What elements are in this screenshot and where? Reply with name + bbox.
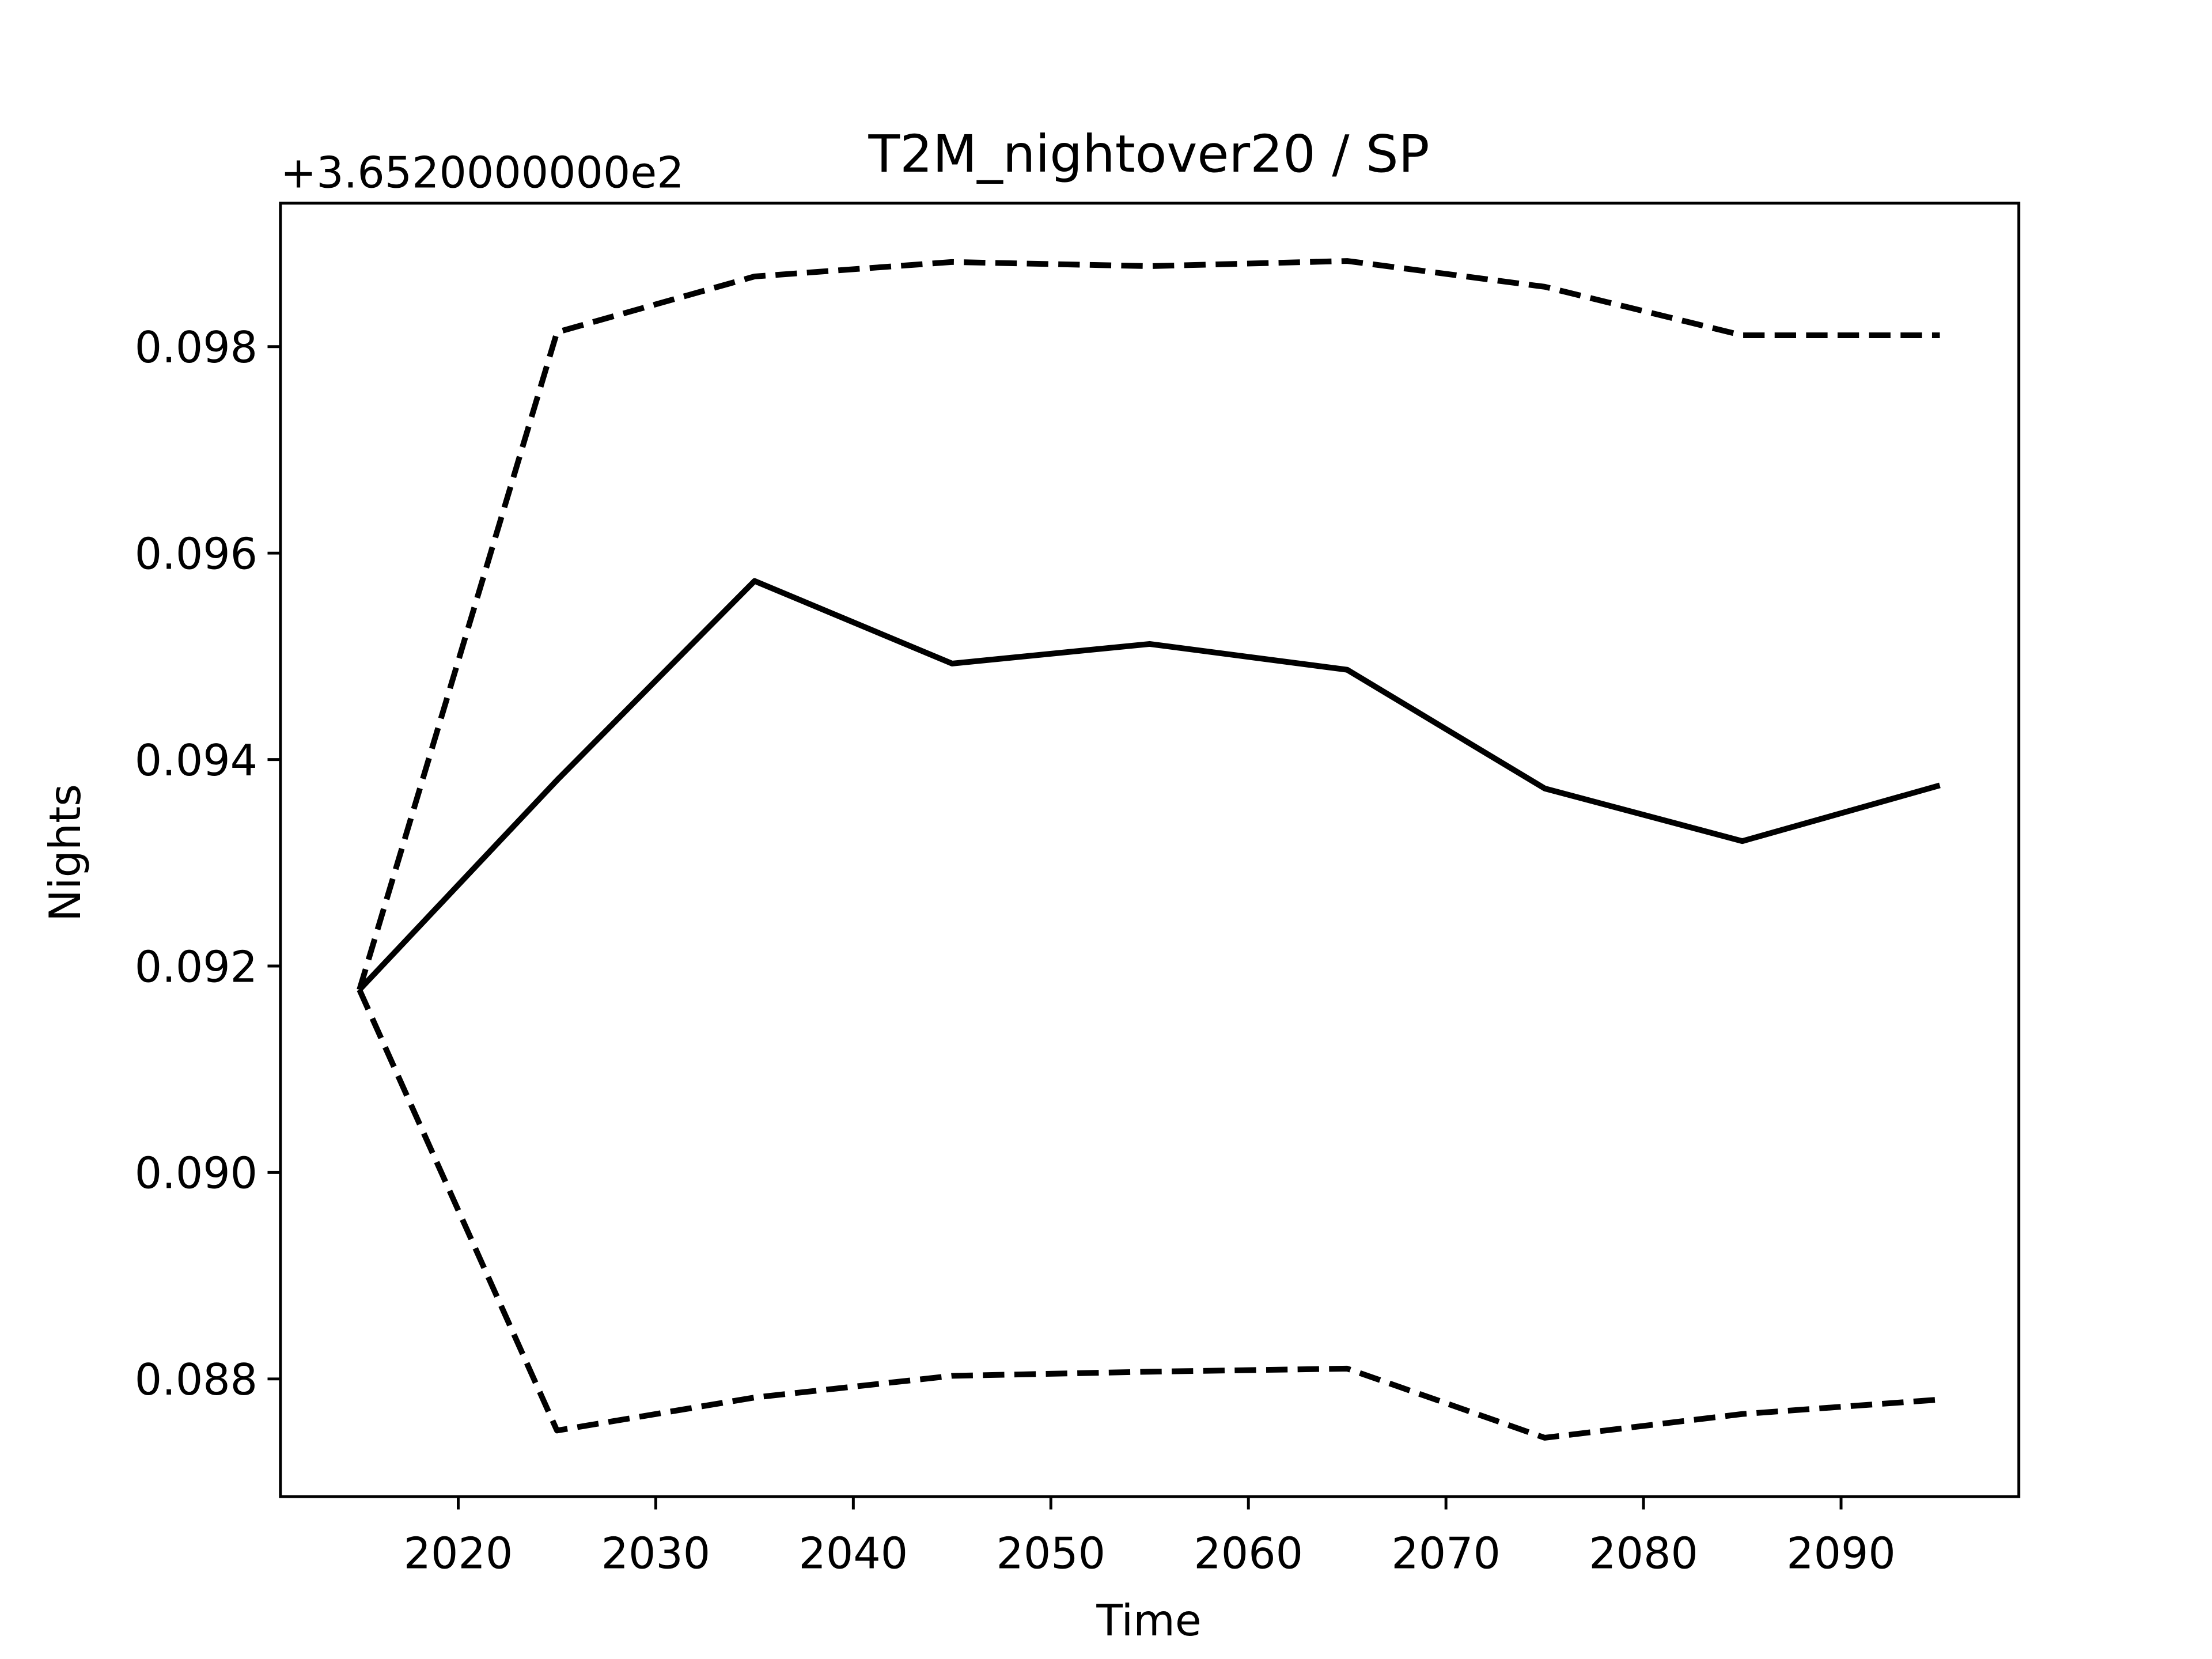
y-tick-label: 0.090 (135, 1149, 257, 1199)
x-tick-label: 2040 (799, 1528, 908, 1578)
x-tick-label: 2070 (1391, 1528, 1501, 1578)
y-axis-label: Nights (40, 784, 90, 922)
y-tick-label: 0.096 (135, 529, 257, 579)
series-line (357, 578, 1941, 992)
plot-frame (279, 202, 2021, 1498)
chart-title: T2M_nightover20 / SP (868, 124, 1429, 184)
x-tick-label: 2080 (1589, 1528, 1698, 1578)
x-axis-label: Time (1096, 1596, 1201, 1646)
offset-label: +3.6520000000e2 (281, 147, 684, 198)
x-tick-label: 2030 (601, 1528, 711, 1578)
y-tick-label: 0.088 (135, 1355, 257, 1405)
series-line (357, 258, 1940, 991)
x-tick-label: 2090 (1786, 1528, 1896, 1578)
y-tick-label: 0.098 (135, 323, 257, 373)
y-tick-label: 0.094 (135, 736, 257, 786)
x-tick-label: 2060 (1194, 1528, 1303, 1578)
x-tick-label: 2050 (996, 1528, 1105, 1578)
x-tick-label: 2020 (404, 1528, 513, 1578)
y-tick-label: 0.092 (135, 942, 257, 992)
series-line (357, 988, 1940, 1441)
